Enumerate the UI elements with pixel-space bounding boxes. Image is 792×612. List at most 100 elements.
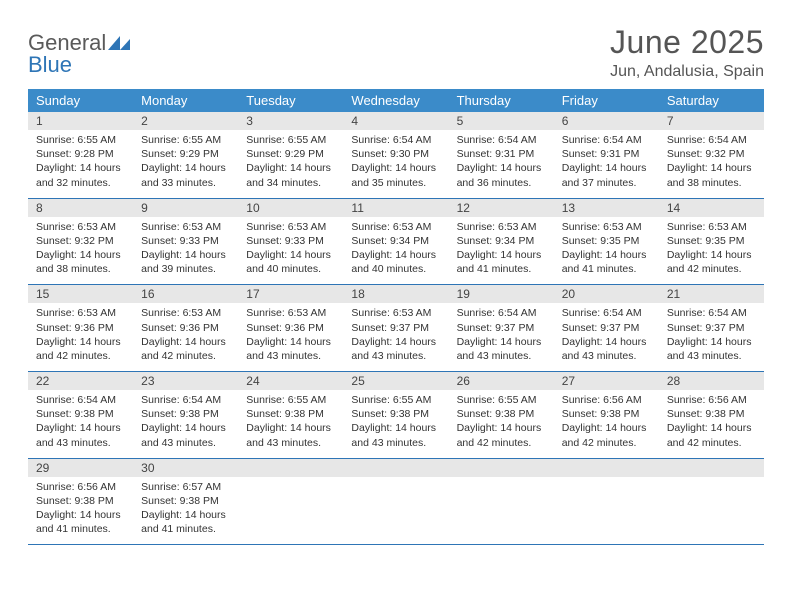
sunrise-text: Sunrise: 6:54 AM [667, 306, 756, 320]
daylight-text: Daylight: 14 hours and 40 minutes. [246, 248, 335, 276]
sunrise-text: Sunrise: 6:53 AM [562, 220, 651, 234]
sunrise-text: Sunrise: 6:54 AM [457, 306, 546, 320]
brand-text: General Blue [28, 32, 130, 76]
day-number: 6 [554, 112, 659, 130]
sunset-text: Sunset: 9:34 PM [351, 234, 440, 248]
day-cell: Sunrise: 6:54 AMSunset: 9:31 PMDaylight:… [554, 130, 659, 198]
brand-mark-icon [108, 34, 130, 50]
sunset-text: Sunset: 9:36 PM [246, 321, 335, 335]
sunset-text: Sunset: 9:37 PM [351, 321, 440, 335]
day-number: 4 [343, 112, 448, 130]
daylight-text: Daylight: 14 hours and 41 minutes. [457, 248, 546, 276]
content-row: Sunrise: 6:55 AM Sunset: 9:28 PM Daylight:… [28, 130, 764, 198]
daylight-text: Daylight: 14 hours and 42 minutes. [141, 335, 230, 363]
day-number: 5 [449, 112, 554, 130]
day-number: 28 [659, 372, 764, 390]
daylight-text: Daylight: 14 hours and 33 minutes. [141, 161, 230, 189]
sunset-text: Sunset: 9:33 PM [246, 234, 335, 248]
day-number: 23 [133, 372, 238, 390]
sunset-text: Sunset: 9:30 PM [351, 147, 440, 161]
daylight-text: Daylight: 14 hours and 42 minutes. [667, 421, 756, 449]
day-cell: Sunrise: 6:55 AMSunset: 9:38 PMDaylight:… [238, 390, 343, 458]
content-row: Sunrise: 6:53 AMSunset: 9:32 PMDaylight:… [28, 217, 764, 285]
sunrise-text: Sunrise: 6:54 AM [562, 306, 651, 320]
sunrise-text: Sunrise: 6:53 AM [141, 306, 230, 320]
daylight-text: Daylight: 14 hours and 38 minutes. [36, 248, 125, 276]
day-number: 29 [28, 459, 133, 477]
day-cell: Sunrise: 6:56 AMSunset: 9:38 PMDaylight:… [659, 390, 764, 458]
daylight-text: Daylight: 14 hours and 43 minutes. [351, 335, 440, 363]
sunset-text: Sunset: 9:38 PM [351, 407, 440, 421]
sunset-text: Sunset: 9:38 PM [562, 407, 651, 421]
day-cell: Sunrise: 6:53 AMSunset: 9:36 PMDaylight:… [28, 303, 133, 371]
daylight-text: Daylight: 14 hours and 43 minutes. [141, 421, 230, 449]
sunrise-text: Sunrise: 6:56 AM [667, 393, 756, 407]
sunset-text: Sunset: 9:36 PM [141, 321, 230, 335]
day-number: 22 [28, 372, 133, 390]
sunrise-text: Sunrise: 6:53 AM [351, 306, 440, 320]
sunset-text: Sunset: 9:35 PM [667, 234, 756, 248]
weeks-container: 1234567 Sunrise: 6:55 AM Sunset: 9:28 PM Da… [28, 112, 764, 545]
week-block: 891011121314Sunrise: 6:53 AMSunset: 9:32… [28, 199, 764, 286]
sunset-text: Sunset: 9:35 PM [562, 234, 651, 248]
day-cell: Sunrise: 6:55 AMSunset: 9:38 PMDaylight:… [343, 390, 448, 458]
sunset-text: Sunset: 9:33 PM [141, 234, 230, 248]
weekday-saturday: Saturday [659, 89, 764, 112]
daynum-row: 1234567 [28, 112, 764, 130]
day-number: 7 [659, 112, 764, 130]
weekday-tuesday: Tuesday [238, 89, 343, 112]
week-block: 1234567 Sunrise: 6:55 AM Sunset: 9:28 PM Da… [28, 112, 764, 199]
sunrise-text: Sunrise: 6:55 AM [141, 133, 230, 147]
day-cell [659, 477, 764, 545]
daylight-text: Daylight: 14 hours and 43 minutes. [457, 335, 546, 363]
sunrise-text: Sunrise: 6:54 AM [667, 133, 756, 147]
daylight-text: Daylight: 14 hours and 42 minutes. [562, 421, 651, 449]
day-cell: Sunrise: 6:54 AMSunset: 9:38 PMDaylight:… [133, 390, 238, 458]
day-cell: Sunrise: 6:55 AMSunset: 9:29 PMDaylight:… [238, 130, 343, 198]
daylight-text: Daylight: 14 hours and 41 minutes. [562, 248, 651, 276]
day-cell: Sunrise: 6:57 AMSunset: 9:38 PMDaylight:… [133, 477, 238, 545]
day-number: 14 [659, 199, 764, 217]
sunrise-text: Sunrise: 6:56 AM [36, 480, 125, 494]
brand-blue: Blue [28, 52, 72, 77]
day-cell: Sunrise: 6:54 AMSunset: 9:37 PMDaylight:… [449, 303, 554, 371]
page: General Blue June 2025 Jun, Andalusia, S… [0, 0, 792, 569]
daylight-text: Daylight: 14 hours and 36 minutes. [457, 161, 546, 189]
daylight-text: Daylight: 14 hours and 43 minutes. [36, 421, 125, 449]
sunrise-text: Sunrise: 6:55 AM [246, 133, 335, 147]
weekday-thursday: Thursday [449, 89, 554, 112]
title-block: June 2025 Jun, Andalusia, Spain [610, 24, 764, 81]
sunset-text: Sunset: 9:37 PM [562, 321, 651, 335]
daylight-text: Daylight: 14 hours and 43 minutes. [667, 335, 756, 363]
day-number: 10 [238, 199, 343, 217]
sunrise-text: Sunrise: 6:53 AM [36, 220, 125, 234]
sunrise-text: Sunrise: 6:54 AM [351, 133, 440, 147]
day-cell: Sunrise: 6:53 AMSunset: 9:34 PMDaylight:… [449, 217, 554, 285]
day-number: 20 [554, 285, 659, 303]
sunset-text: Sunset: 9:28 PM [36, 147, 125, 161]
day-number: 21 [659, 285, 764, 303]
day-cell: Sunrise: 6:56 AMSunset: 9:38 PMDaylight:… [554, 390, 659, 458]
day-cell: Sunrise: 6:53 AMSunset: 9:32 PMDaylight:… [28, 217, 133, 285]
weekday-wednesday: Wednesday [343, 89, 448, 112]
day-cell: Sunrise: 6:54 AMSunset: 9:30 PMDaylight:… [343, 130, 448, 198]
daynum-row: 15161718192021 [28, 285, 764, 303]
content-row: Sunrise: 6:56 AMSunset: 9:38 PMDaylight:… [28, 477, 764, 545]
day-cell: Sunrise: 6:53 AMSunset: 9:33 PMDaylight:… [238, 217, 343, 285]
daylight-text: Daylight: 14 hours and 41 minutes. [141, 508, 230, 536]
brand-logo: General Blue [28, 32, 130, 76]
content-row: Sunrise: 6:54 AMSunset: 9:38 PMDaylight:… [28, 390, 764, 458]
sunrise-text: Sunrise: 6:55 AM [351, 393, 440, 407]
day-number: 11 [343, 199, 448, 217]
sunrise-text: Sunrise: 6:54 AM [36, 393, 125, 407]
day-cell: Sunrise: 6:53 AMSunset: 9:34 PMDaylight:… [343, 217, 448, 285]
day-number: 25 [343, 372, 448, 390]
week-block: 15161718192021Sunrise: 6:53 AMSunset: 9:… [28, 285, 764, 372]
sunrise-text: Sunrise: 6:53 AM [246, 306, 335, 320]
sunrise-text: Sunrise: 6:55 AM [457, 393, 546, 407]
weekday-header-row: Sunday Monday Tuesday Wednesday Thursday… [28, 89, 764, 112]
daynum-row: 2930..... [28, 459, 764, 477]
daylight-text: Daylight: 14 hours and 42 minutes. [667, 248, 756, 276]
day-cell: Sunrise: 6:54 AMSunset: 9:37 PMDaylight:… [554, 303, 659, 371]
sunrise-text: Sunrise: 6:54 AM [141, 393, 230, 407]
